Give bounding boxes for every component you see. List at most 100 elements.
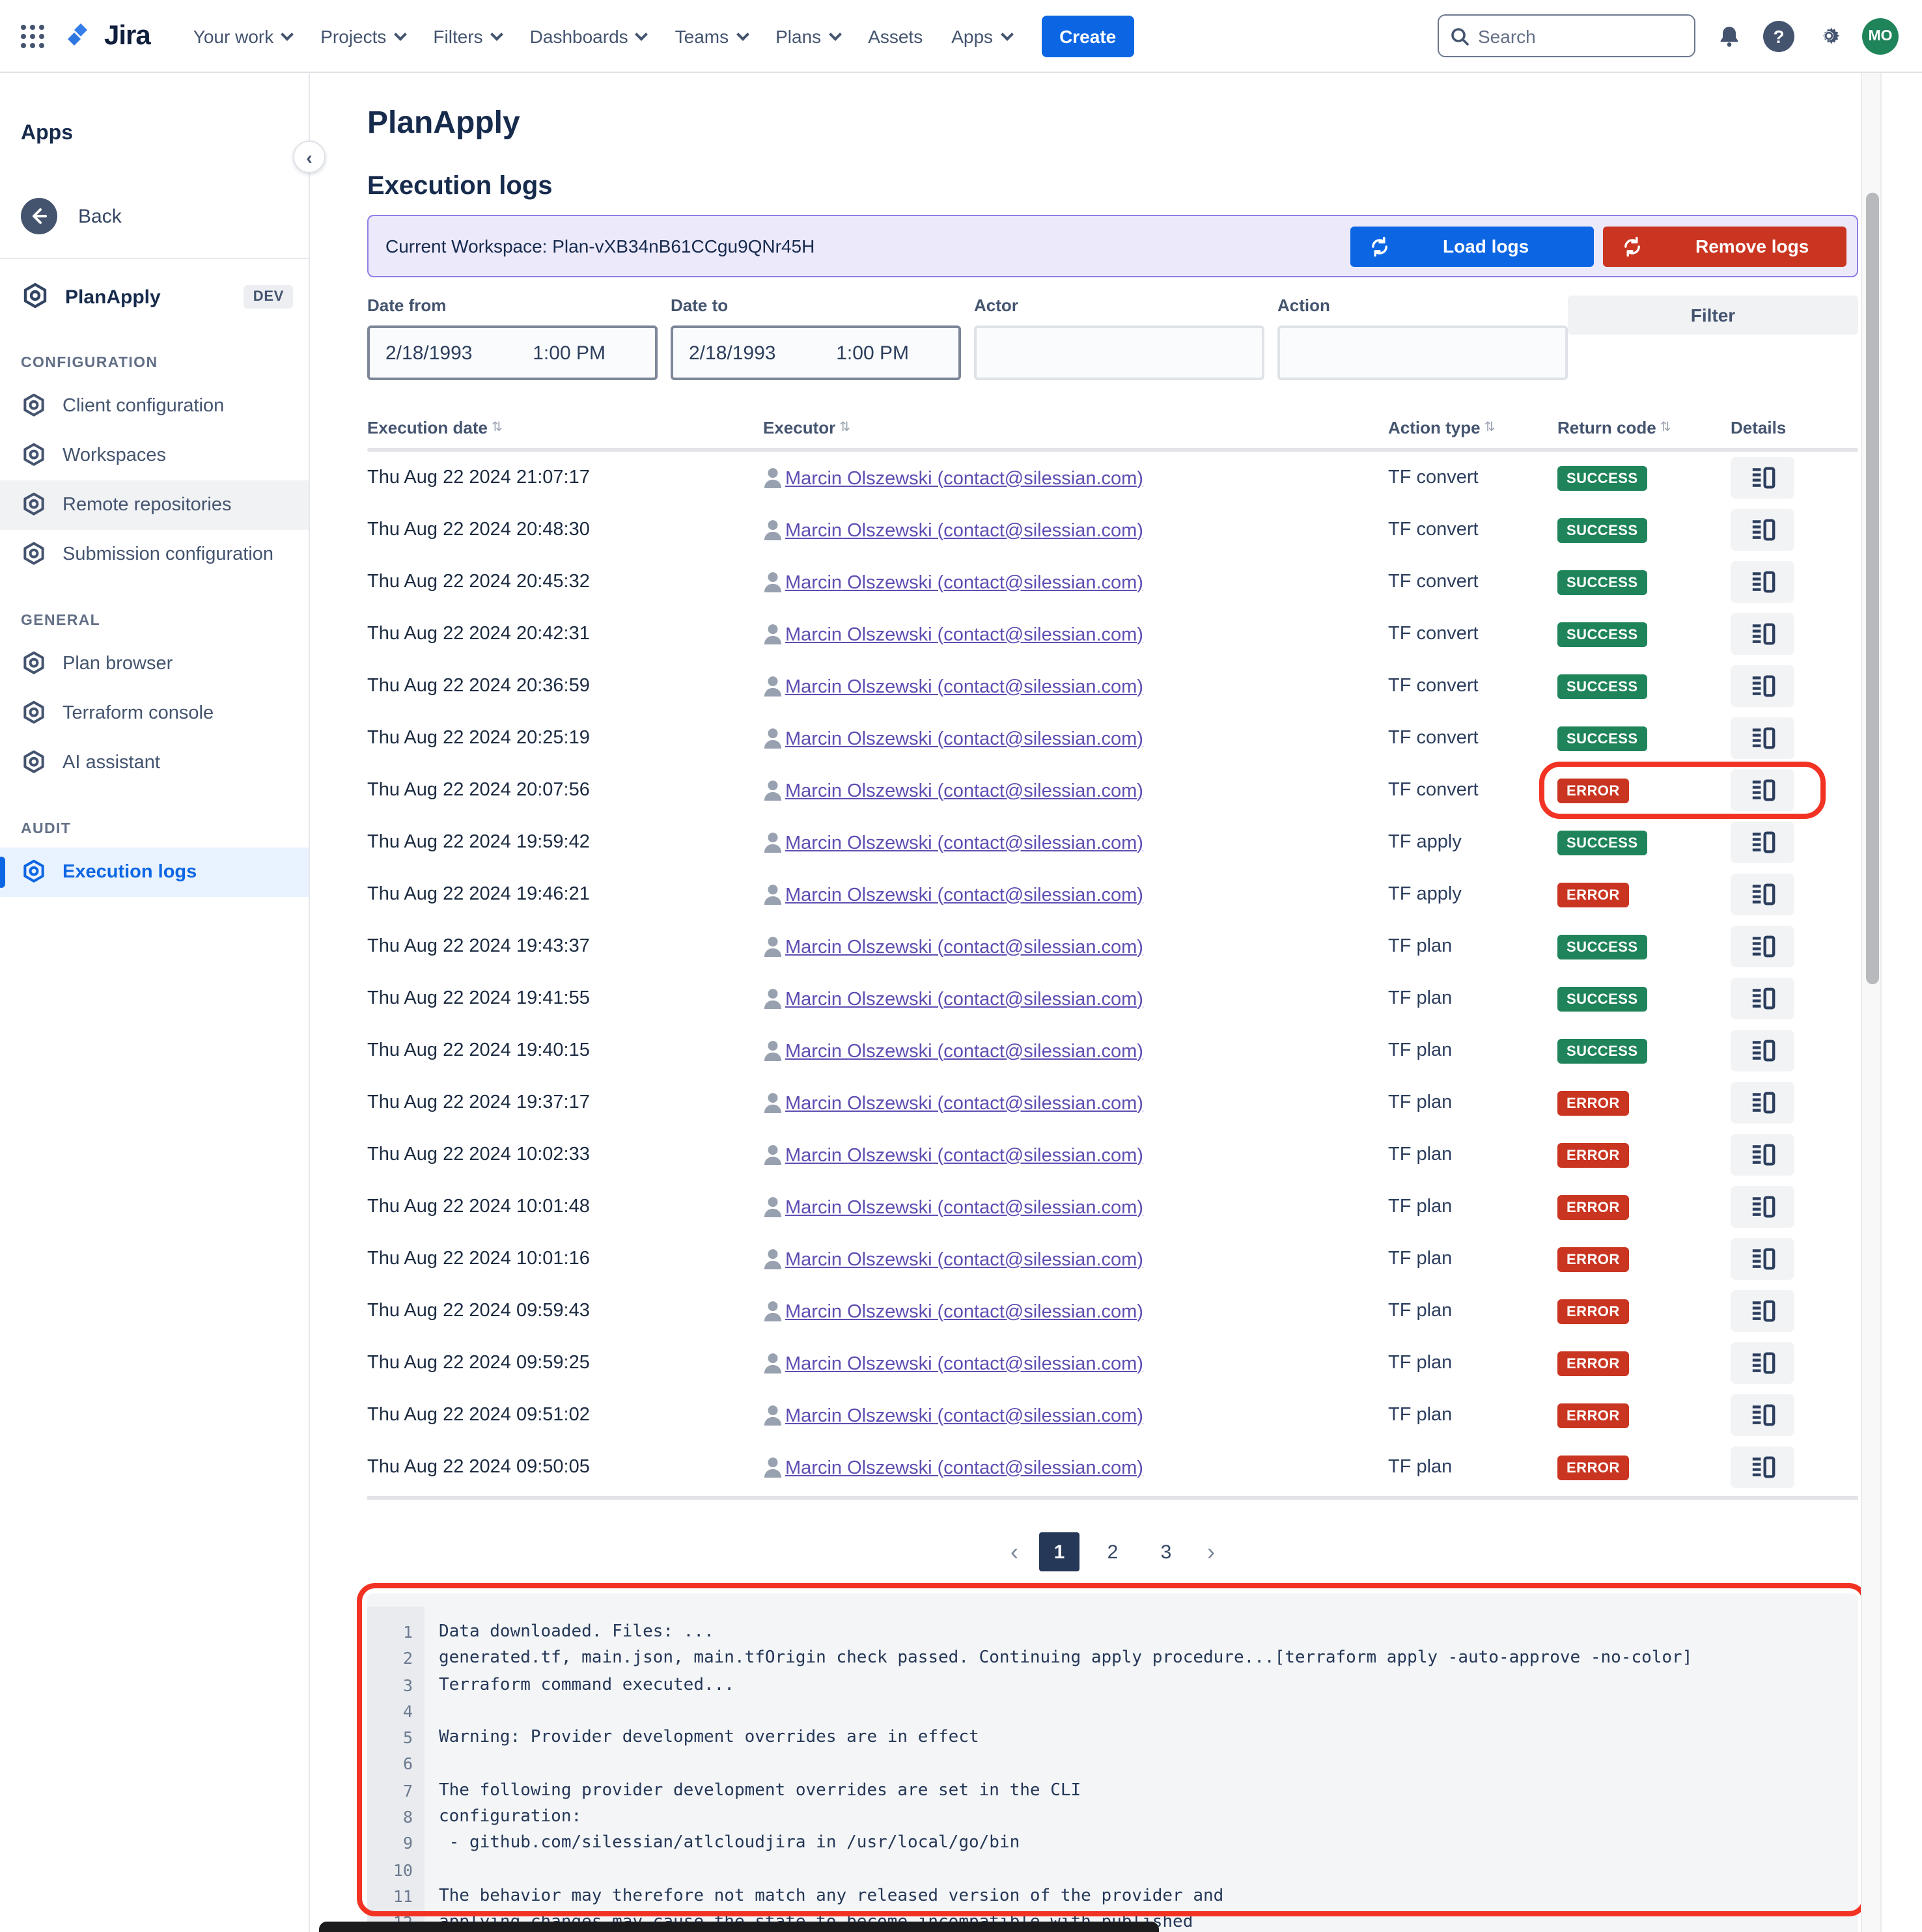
sidebar-collapse-button[interactable]: ‹ bbox=[293, 141, 326, 173]
details-button[interactable] bbox=[1731, 457, 1794, 499]
executor-link[interactable]: Marcin Olszewski (contact@silessian.com) bbox=[785, 728, 1143, 749]
details-button[interactable] bbox=[1731, 1134, 1794, 1176]
details-button[interactable] bbox=[1731, 874, 1794, 915]
date-to-date-value[interactable]: 2/18/1993 bbox=[689, 342, 776, 364]
details-button[interactable] bbox=[1731, 1030, 1794, 1071]
sidebar-item[interactable]: Client configuration bbox=[0, 381, 309, 431]
details-button[interactable] bbox=[1731, 1238, 1794, 1280]
executor-link[interactable]: Marcin Olszewski (contact@silessian.com) bbox=[785, 572, 1143, 593]
back-arrow-icon bbox=[21, 198, 57, 234]
date-from-input[interactable]: 2/18/1993 1:00 PM bbox=[367, 325, 658, 380]
execution-date-cell: Thu Aug 22 2024 19:43:37 bbox=[367, 936, 590, 957]
column-header-action-type[interactable]: Action type ⇅ bbox=[1388, 418, 1557, 437]
column-header-executor[interactable]: Executor ⇅ bbox=[763, 418, 1388, 437]
sidebar-item[interactable]: Plan browser bbox=[0, 639, 309, 689]
column-header-return-code[interactable]: Return code ⇅ bbox=[1557, 418, 1731, 437]
executor-link[interactable]: Marcin Olszewski (contact@silessian.com) bbox=[785, 1145, 1143, 1166]
executor-cell: Marcin Olszewski (contact@silessian.com) bbox=[763, 1196, 1388, 1218]
nav-menu-item[interactable]: Dashboards bbox=[516, 15, 661, 57]
pagination-page-button[interactable]: 1 bbox=[1039, 1532, 1079, 1571]
executor-link[interactable]: Marcin Olszewski (contact@silessian.com) bbox=[785, 520, 1143, 541]
pagination-page-button[interactable]: 3 bbox=[1160, 1541, 1172, 1563]
executor-link[interactable]: Marcin Olszewski (contact@silessian.com) bbox=[785, 1301, 1143, 1322]
log-output-panel[interactable]: 1 Data downloaded. Files: ... 2 generate… bbox=[367, 1594, 1858, 1932]
details-button[interactable] bbox=[1731, 509, 1794, 551]
date-from-time-value[interactable]: 1:00 PM bbox=[533, 342, 606, 364]
pagination-page-button[interactable]: 2 bbox=[1107, 1541, 1119, 1563]
executor-link[interactable]: Marcin Olszewski (contact@silessian.com) bbox=[785, 989, 1143, 1010]
filter-button[interactable]: Filter bbox=[1568, 296, 1858, 335]
details-button[interactable] bbox=[1731, 1394, 1794, 1436]
vertical-scrollbar-track[interactable] bbox=[1861, 73, 1882, 1932]
date-to-time-value[interactable]: 1:00 PM bbox=[836, 342, 909, 364]
action-input[interactable] bbox=[1277, 325, 1568, 380]
action-type-cell: TF plan bbox=[1388, 1457, 1453, 1478]
nav-menu-item[interactable]: Teams bbox=[661, 15, 761, 57]
remove-logs-button[interactable]: Remove logs bbox=[1603, 226, 1846, 266]
details-button[interactable] bbox=[1731, 717, 1794, 759]
details-button[interactable] bbox=[1731, 1186, 1794, 1228]
create-button[interactable]: Create bbox=[1041, 15, 1135, 57]
sidebar-item[interactable]: Workspaces bbox=[0, 431, 309, 480]
sidebar-item[interactable]: Submission configuration bbox=[0, 530, 309, 579]
sidebar-item[interactable]: Execution logs bbox=[0, 848, 309, 897]
details-button[interactable] bbox=[1731, 665, 1794, 707]
app-switcher-icon[interactable] bbox=[18, 21, 47, 50]
jira-logo[interactable]: Jira bbox=[65, 20, 151, 51]
nav-menu-item[interactable]: Plans bbox=[761, 15, 854, 57]
search-input[interactable] bbox=[1478, 25, 1660, 46]
executor-link[interactable]: Marcin Olszewski (contact@silessian.com) bbox=[785, 1405, 1143, 1426]
log-line-number: 10 bbox=[367, 1857, 425, 1884]
executor-link[interactable]: Marcin Olszewski (contact@silessian.com) bbox=[785, 676, 1143, 697]
details-button[interactable] bbox=[1731, 978, 1794, 1019]
pagination-prev-icon[interactable]: ‹ bbox=[1010, 1538, 1018, 1564]
details-button[interactable] bbox=[1731, 1446, 1794, 1488]
details-button[interactable] bbox=[1731, 561, 1794, 603]
load-logs-button[interactable]: Load logs bbox=[1350, 226, 1594, 266]
sidebar-app-header[interactable]: PlanApply DEV bbox=[0, 272, 309, 322]
sidebar-item[interactable]: Remote repositories bbox=[0, 480, 309, 530]
column-header-execution-date[interactable]: Execution date ⇅ bbox=[367, 418, 763, 437]
settings-gear-icon[interactable] bbox=[1811, 19, 1845, 53]
sidebar-item[interactable]: Terraform console bbox=[0, 689, 309, 738]
executor-link[interactable]: Marcin Olszewski (contact@silessian.com) bbox=[785, 1457, 1143, 1478]
executor-link[interactable]: Marcin Olszewski (contact@silessian.com) bbox=[785, 833, 1143, 853]
sidebar-back-button[interactable]: Back bbox=[0, 190, 309, 242]
nav-menu-item[interactable]: Assets bbox=[854, 15, 937, 57]
details-button[interactable] bbox=[1731, 1290, 1794, 1332]
table-row: Thu Aug 22 2024 21:07:17 Marcin Olszewsk… bbox=[367, 452, 1858, 504]
date-to-input[interactable]: 2/18/1993 1:00 PM bbox=[671, 325, 961, 380]
details-button[interactable] bbox=[1731, 769, 1794, 811]
details-button[interactable] bbox=[1731, 613, 1794, 655]
pagination-next-icon[interactable]: › bbox=[1207, 1538, 1215, 1564]
apps-sidebar: ‹ Apps Back PlanApply DEV CONFIGURATION bbox=[0, 73, 326, 1932]
notifications-bell-icon[interactable] bbox=[1712, 19, 1746, 53]
details-button[interactable] bbox=[1731, 1082, 1794, 1124]
horizontal-scrollbar-thumb[interactable] bbox=[319, 1922, 1159, 1932]
nav-menu-item[interactable]: Your work bbox=[179, 15, 307, 57]
executor-link[interactable]: Marcin Olszewski (contact@silessian.com) bbox=[785, 1353, 1143, 1374]
execution-date-cell: Thu Aug 22 2024 20:48:30 bbox=[367, 519, 590, 540]
executor-link[interactable]: Marcin Olszewski (contact@silessian.com) bbox=[785, 885, 1143, 905]
nav-menu-item[interactable]: Apps bbox=[937, 15, 1025, 57]
global-search[interactable] bbox=[1438, 14, 1695, 57]
details-button[interactable] bbox=[1731, 1342, 1794, 1384]
nav-menu-item[interactable]: Projects bbox=[306, 15, 419, 57]
executor-link[interactable]: Marcin Olszewski (contact@silessian.com) bbox=[785, 937, 1143, 958]
date-from-date-value[interactable]: 2/18/1993 bbox=[385, 342, 473, 364]
help-icon[interactable]: ? bbox=[1763, 20, 1794, 51]
executor-link[interactable]: Marcin Olszewski (contact@silessian.com) bbox=[785, 1093, 1143, 1114]
executor-link[interactable]: Marcin Olszewski (contact@silessian.com) bbox=[785, 624, 1143, 645]
nav-menu-item[interactable]: Filters bbox=[419, 15, 515, 57]
details-button[interactable] bbox=[1731, 926, 1794, 967]
vertical-scrollbar-thumb[interactable] bbox=[1866, 193, 1879, 984]
details-button[interactable] bbox=[1731, 821, 1794, 863]
executor-link[interactable]: Marcin Olszewski (contact@silessian.com) bbox=[785, 1249, 1143, 1270]
executor-link[interactable]: Marcin Olszewski (contact@silessian.com) bbox=[785, 780, 1143, 801]
actor-input[interactable] bbox=[974, 325, 1264, 380]
executor-link[interactable]: Marcin Olszewski (contact@silessian.com) bbox=[785, 468, 1143, 489]
executor-link[interactable]: Marcin Olszewski (contact@silessian.com) bbox=[785, 1041, 1143, 1062]
user-avatar[interactable]: MO bbox=[1862, 18, 1899, 54]
sidebar-item[interactable]: AI assistant bbox=[0, 738, 309, 788]
executor-link[interactable]: Marcin Olszewski (contact@silessian.com) bbox=[785, 1197, 1143, 1218]
